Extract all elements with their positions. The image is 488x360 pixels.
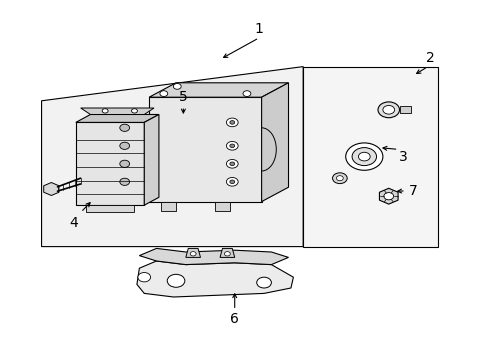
Text: 3: 3 <box>398 150 407 163</box>
Polygon shape <box>161 202 176 211</box>
Circle shape <box>377 102 399 118</box>
Circle shape <box>336 176 343 181</box>
Circle shape <box>190 252 196 256</box>
Circle shape <box>102 109 108 113</box>
Circle shape <box>160 91 167 96</box>
Text: 2: 2 <box>425 51 434 64</box>
Circle shape <box>383 193 393 200</box>
Circle shape <box>229 144 234 148</box>
Circle shape <box>345 143 382 170</box>
Polygon shape <box>399 106 410 113</box>
Polygon shape <box>85 205 134 212</box>
Polygon shape <box>220 248 234 257</box>
Text: 7: 7 <box>408 184 417 198</box>
Polygon shape <box>41 67 303 247</box>
Circle shape <box>120 178 129 185</box>
Polygon shape <box>124 159 149 168</box>
Text: 5: 5 <box>179 90 187 104</box>
Circle shape <box>226 177 238 186</box>
Circle shape <box>224 252 230 256</box>
Polygon shape <box>139 248 288 265</box>
Polygon shape <box>149 83 288 97</box>
Circle shape <box>120 124 129 131</box>
Polygon shape <box>137 261 293 297</box>
Circle shape <box>120 160 129 167</box>
Polygon shape <box>43 183 59 195</box>
Circle shape <box>173 84 181 89</box>
Polygon shape <box>124 123 149 132</box>
Polygon shape <box>124 177 149 186</box>
Text: 1: 1 <box>254 22 263 36</box>
Circle shape <box>243 91 250 96</box>
Circle shape <box>120 142 129 149</box>
Circle shape <box>256 277 271 288</box>
Circle shape <box>382 105 394 114</box>
Circle shape <box>229 180 234 184</box>
Polygon shape <box>149 97 261 202</box>
Circle shape <box>131 109 137 113</box>
Circle shape <box>229 121 234 124</box>
Circle shape <box>226 118 238 127</box>
Circle shape <box>226 159 238 168</box>
Circle shape <box>358 152 369 161</box>
Circle shape <box>226 141 238 150</box>
Text: 6: 6 <box>230 312 239 325</box>
Circle shape <box>332 173 346 184</box>
Polygon shape <box>303 67 437 247</box>
Polygon shape <box>144 114 159 205</box>
Circle shape <box>167 274 184 287</box>
Polygon shape <box>261 83 288 202</box>
Polygon shape <box>76 114 159 122</box>
Circle shape <box>229 162 234 166</box>
Circle shape <box>138 273 150 282</box>
Polygon shape <box>215 202 229 211</box>
Polygon shape <box>379 188 397 204</box>
Polygon shape <box>81 108 154 114</box>
Text: 4: 4 <box>69 216 78 230</box>
Polygon shape <box>185 248 200 257</box>
Circle shape <box>351 148 376 166</box>
Polygon shape <box>76 122 144 205</box>
Polygon shape <box>124 141 149 150</box>
